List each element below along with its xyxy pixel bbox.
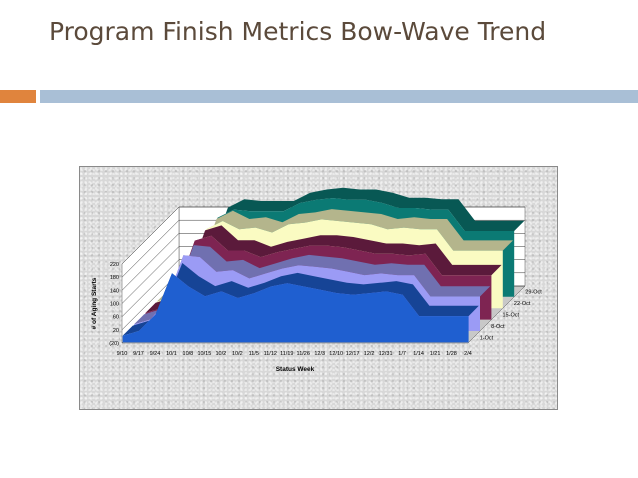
y-tick-label: 140 [110, 288, 119, 294]
x-tick-label: 10/15 [197, 351, 211, 357]
chart-frame: (20) 20 60 100 140 180 220 9/10 9/17 9/24 10/1 10/8… [79, 166, 558, 410]
x-tick-label: 12/10 [329, 351, 343, 357]
x-tick-label: 10/2 [215, 351, 226, 357]
x-tick-label: 11/26 [297, 351, 310, 357]
area-1-Oct [122, 273, 469, 343]
x-tick-label: 2/4 [464, 351, 472, 357]
depth-axis-label: 22-Oct [514, 301, 531, 307]
y-tick-label: 60 [113, 315, 119, 321]
y-tick-label: 100 [110, 302, 119, 308]
y-tick-label: 220 [110, 262, 119, 268]
area-top-15-Oct [145, 225, 502, 313]
area-top-8-Oct [134, 245, 491, 325]
x-axis-title: Status Week [276, 366, 315, 373]
depth-axis-label: 1-Oct [480, 335, 494, 341]
area-chart-3d: (20) 20 60 100 140 180 220 9/10 9/17 9/24 10/1 10/8… [91, 187, 542, 373]
x-tick-label: 12/2 [364, 351, 375, 357]
x-tick-label: 1/14 [413, 351, 424, 357]
x-tick-label: 1/21 [430, 351, 441, 357]
y-tick-label: 180 [110, 275, 119, 281]
y-axis-title: # of Aging Starts [91, 277, 98, 329]
accent-bar-right [40, 90, 638, 103]
x-tick-label: 10/8 [183, 351, 194, 357]
x-tick-label: 11/12 [264, 351, 277, 357]
x-tick-label: 12/31 [379, 351, 393, 357]
accent-bar-left [0, 90, 36, 103]
x-tick-label: 12/3 [314, 351, 325, 357]
x-tick-label: 1/7 [398, 351, 406, 357]
depth-axis-label: 15-Oct [503, 313, 520, 319]
depth-axis-label: 8-Oct [491, 324, 505, 330]
x-tick-label: 10/1 [166, 351, 177, 357]
x-tick-label: 11/19 [280, 351, 293, 357]
area-top-1-Oct [122, 263, 479, 336]
x-tick-label: 10/2 [232, 351, 243, 357]
y-tick-label: 20 [113, 328, 119, 334]
x-tick-label: 1/28 [446, 351, 457, 357]
depth-axis-label: 29-Oct [525, 290, 542, 296]
x-tick-label: 11/5 [249, 351, 259, 357]
x-tick-label: 9/24 [150, 351, 161, 357]
y-tick-label: (20) [109, 341, 119, 347]
x-tick-label: 12/17 [346, 351, 360, 357]
x-tick-label: 9/10 [117, 351, 128, 357]
x-tick-label: 9/17 [133, 351, 144, 357]
slide-title: Program Finish Metrics Bow-Wave Trend [49, 17, 547, 46]
